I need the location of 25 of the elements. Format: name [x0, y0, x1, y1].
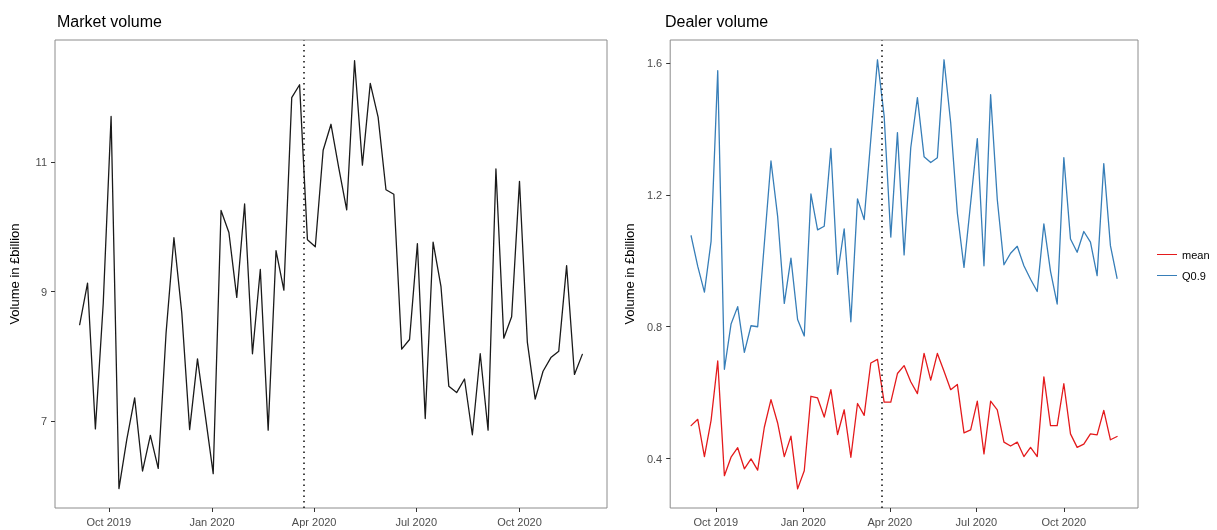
chart-title: Dealer volume — [665, 12, 769, 30]
y-tick-label: 1.2 — [646, 188, 663, 201]
x-tick-label: Jul 2020 — [395, 515, 438, 528]
y-axis-title: Volume in £billion — [622, 223, 637, 325]
x-tick-label: Jul 2020 — [955, 515, 998, 528]
legend-label: mean — [1182, 248, 1210, 261]
legend-label: Q0.9 — [1182, 269, 1206, 282]
y-tick-label: 1.6 — [646, 57, 663, 70]
x-tick-label: Oct 2019 — [693, 515, 739, 528]
y-tick-label: 0.4 — [646, 452, 663, 465]
y-tick-label: 0.8 — [646, 320, 663, 333]
y-axis-title: Volume in £billion — [7, 223, 22, 325]
y-tick-label: 9 — [40, 285, 47, 298]
x-tick-label: Oct 2019 — [86, 515, 132, 528]
x-tick-label: Oct 2020 — [1041, 515, 1087, 528]
line-series — [690, 59, 1118, 370]
line-series — [690, 352, 1118, 490]
y-tick-label: 7 — [40, 415, 47, 428]
x-tick-label: Jan 2020 — [189, 515, 235, 528]
chart-title: Market volume — [57, 12, 163, 30]
x-tick-label: Jan 2020 — [780, 515, 826, 528]
y-tick-label: 11 — [35, 155, 47, 168]
x-tick-label: Oct 2020 — [497, 515, 542, 528]
x-tick-label: Apr 2020 — [291, 515, 337, 528]
x-tick-label: Apr 2020 — [867, 515, 913, 528]
